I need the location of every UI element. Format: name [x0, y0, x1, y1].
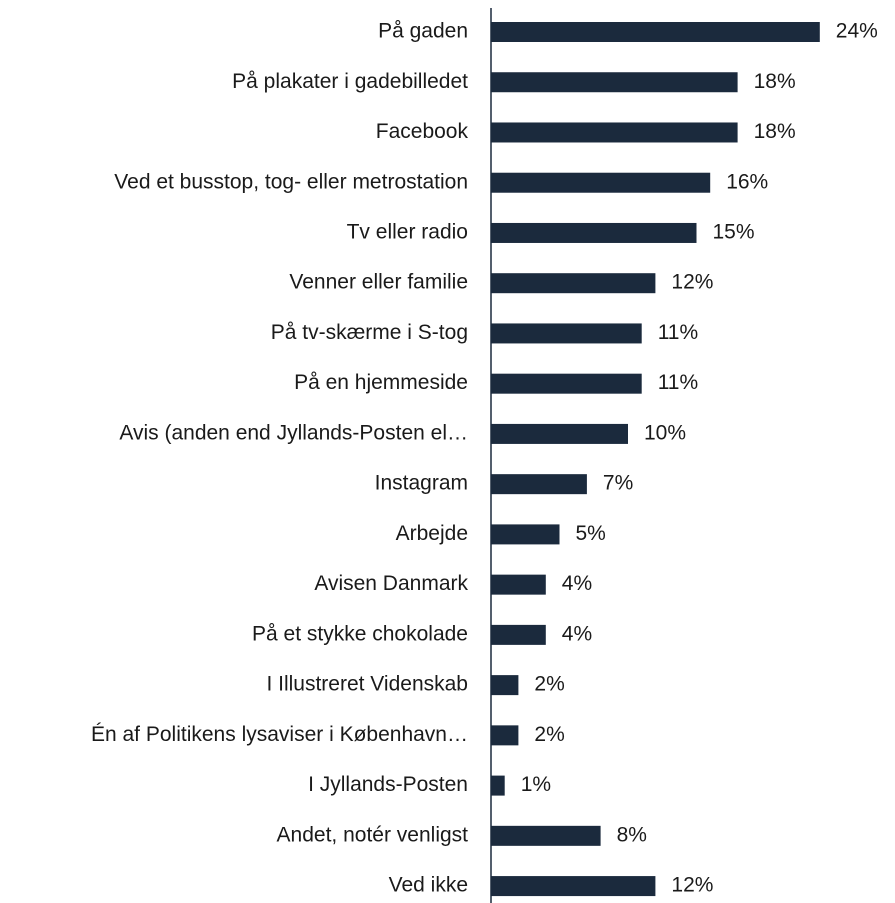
value-label: 10% — [644, 421, 686, 444]
value-label: 15% — [713, 221, 755, 244]
bar — [491, 725, 519, 746]
value-label: 2% — [534, 723, 564, 746]
bar — [491, 675, 519, 696]
bar — [491, 825, 601, 846]
value-label: 4% — [562, 622, 592, 645]
bar — [491, 524, 560, 545]
category-label: I Illustreret Videnskab — [266, 673, 468, 696]
bar — [491, 222, 697, 243]
value-label: 8% — [617, 823, 647, 846]
bar — [491, 373, 642, 394]
value-label: 5% — [576, 522, 606, 545]
value-label: 4% — [562, 572, 592, 595]
category-label: På plakater i gadebilledet — [232, 70, 468, 93]
bar — [491, 775, 505, 796]
category-label: På en hjemmeside — [294, 371, 468, 394]
category-label: På gaden — [378, 20, 468, 43]
value-label: 12% — [671, 874, 713, 897]
value-label: 11% — [658, 371, 698, 394]
bar — [491, 423, 628, 444]
bar — [491, 624, 546, 645]
value-label: 12% — [671, 271, 713, 294]
category-label: Tv eller radio — [347, 221, 468, 244]
bar — [491, 876, 656, 897]
bar — [491, 474, 587, 495]
category-label: Ved ikke — [389, 874, 468, 897]
category-label: Instagram — [375, 472, 468, 495]
category-label: På et stykke chokolade — [252, 622, 468, 645]
category-label: Venner eller familie — [289, 271, 468, 294]
bar — [491, 22, 820, 42]
value-label: 18% — [754, 70, 796, 93]
value-label: 1% — [521, 773, 551, 796]
bar — [491, 122, 738, 143]
bar — [491, 72, 738, 93]
value-label: 16% — [726, 170, 768, 193]
category-label: Facebook — [376, 120, 469, 143]
category-label: Arbejde — [396, 522, 468, 545]
category-label: Én af Politikens lysaviser i København… — [91, 723, 468, 746]
bar — [491, 323, 642, 344]
value-label: 2% — [534, 673, 564, 696]
category-label: Andet, notér venligst — [277, 823, 469, 846]
category-label: På tv-skærme i S-tog — [271, 321, 468, 344]
bar — [491, 273, 656, 294]
bar — [491, 172, 711, 193]
category-label: Avisen Danmark — [314, 572, 468, 595]
category-label: Ved et busstop, tog- eller metrostation — [114, 170, 468, 193]
value-label: 24% — [836, 20, 878, 43]
value-label: 11% — [658, 321, 698, 344]
value-label: 18% — [754, 120, 796, 143]
value-label: 7% — [603, 472, 633, 495]
category-label: Avis (anden end Jyllands-Posten el… — [119, 421, 468, 444]
category-label: I Jyllands-Posten — [308, 773, 468, 796]
bar — [491, 574, 546, 595]
